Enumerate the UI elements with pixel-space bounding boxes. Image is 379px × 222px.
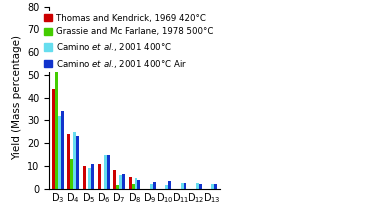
Bar [211,184,214,189]
Bar [83,166,86,189]
Bar [132,184,135,189]
Bar [135,178,138,189]
Bar [196,183,199,189]
Bar [199,184,202,189]
Bar [129,177,132,189]
Bar [138,180,140,189]
Bar [76,136,79,189]
Bar [181,183,183,189]
Bar [183,183,186,189]
Bar [58,116,61,189]
Bar [165,185,168,189]
Bar [91,164,94,189]
Bar [61,111,64,189]
Bar [107,155,110,189]
Bar [116,185,119,189]
Bar [122,174,125,189]
Bar [153,182,156,189]
Bar [73,132,76,189]
Bar [70,159,73,189]
Bar [88,168,91,189]
Bar [214,184,217,189]
Bar [52,89,55,189]
Bar [168,181,171,189]
Bar [55,20,58,189]
Bar [67,134,70,189]
Y-axis label: Yield (Mass percentage): Yield (Mass percentage) [12,35,22,160]
Legend: Thomas and Kendrick, 1969 420°C, Grassie and Mc Farlane, 1978 500°C, Camino $et\: Thomas and Kendrick, 1969 420°C, Grassie… [42,11,216,72]
Bar [113,170,116,189]
Bar [104,155,107,189]
Bar [119,175,122,189]
Bar [150,184,153,189]
Bar [98,164,101,189]
